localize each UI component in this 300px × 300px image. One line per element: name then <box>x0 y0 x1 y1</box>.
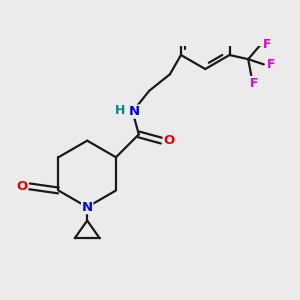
Text: F: F <box>262 38 271 51</box>
Text: N: N <box>129 105 140 118</box>
Text: O: O <box>16 180 28 193</box>
Text: H: H <box>115 104 125 117</box>
Text: O: O <box>163 134 175 147</box>
Text: N: N <box>82 201 93 214</box>
Text: F: F <box>267 58 275 71</box>
Text: F: F <box>250 76 259 89</box>
